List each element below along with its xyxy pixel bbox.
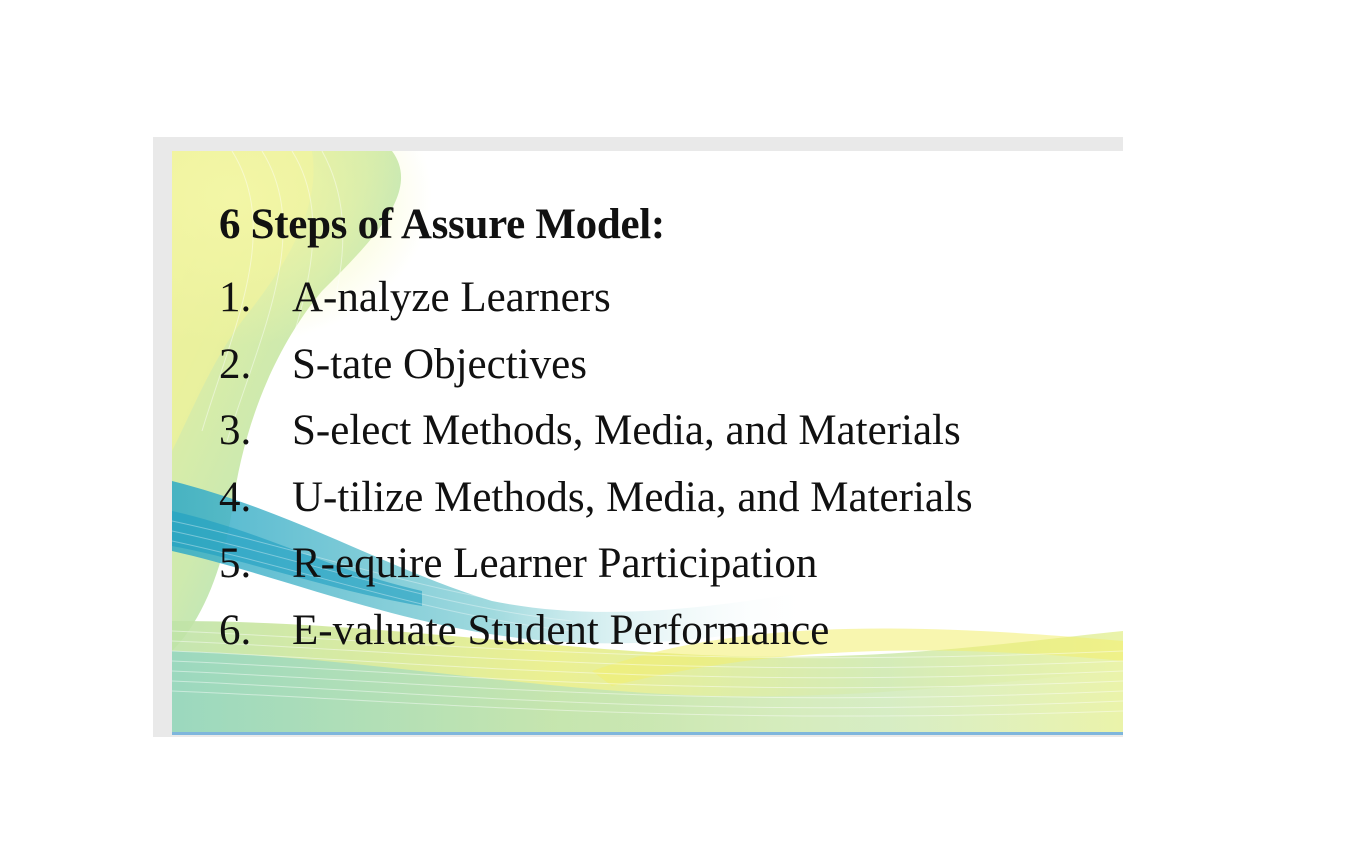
step-item: 4. U-tilize Methods, Media, and Material… (219, 465, 1099, 532)
step-text: S-elect Methods, Media, and Materials (292, 407, 961, 454)
step-item: 5. R-equire Learner Participation (219, 531, 1099, 598)
step-number: 6. (219, 606, 252, 654)
step-number: 2. (219, 340, 252, 388)
step-text: U-tilize Methods, Media, and Materials (292, 473, 973, 521)
step-text: R-equire Learner Participation (292, 540, 818, 587)
slide-frame: 6 Steps of Assure Model: 1. A-nalyze Lea… (153, 137, 1123, 737)
slide-content: 6 Steps of Assure Model: 1. A-nalyze Lea… (219, 199, 1099, 664)
decorative-wave-background (172, 151, 1123, 735)
slide: 6 Steps of Assure Model: 1. A-nalyze Lea… (172, 151, 1123, 735)
steps-list: 1. A-nalyze Learners 2. S-tate Objective… (219, 265, 1099, 664)
step-item: 6. E-valuate Student Performance (219, 598, 1099, 665)
step-text: S-tate Objectives (292, 340, 587, 388)
step-item: 2. S-tate Objectives (219, 332, 1099, 399)
step-number: 3. (219, 407, 252, 454)
step-text: E-valuate Student Performance (292, 606, 830, 654)
slide-bottom-border (172, 732, 1123, 735)
step-text: A-nalyze Learners (292, 274, 611, 321)
step-item: 1. A-nalyze Learners (219, 265, 1099, 332)
step-item: 3. S-elect Methods, Media, and Materials (219, 398, 1099, 465)
step-number: 4. (219, 473, 252, 521)
slide-title: 6 Steps of Assure Model: (219, 201, 665, 248)
step-number: 1. (219, 274, 252, 321)
step-number: 5. (219, 540, 252, 587)
